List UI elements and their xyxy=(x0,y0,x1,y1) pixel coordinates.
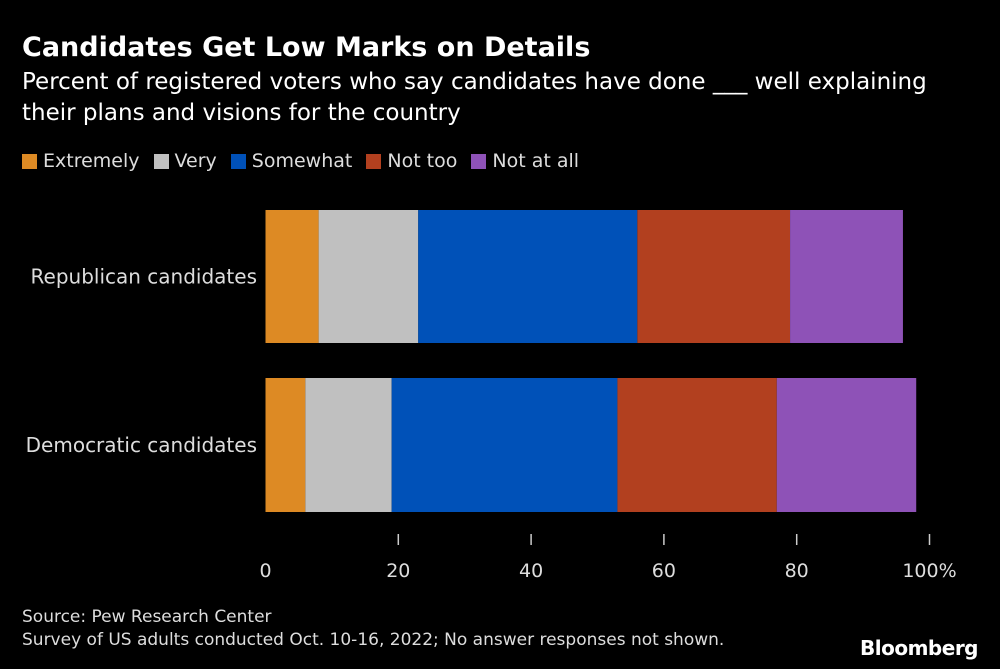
legend-item: Somewhat xyxy=(230,150,353,172)
x-tick-label: 0 xyxy=(259,560,271,582)
legend-label: Not too xyxy=(387,150,458,172)
legend-swatch xyxy=(471,153,487,169)
legend-item: Extremely xyxy=(22,150,140,172)
x-tick-label: 40 xyxy=(519,560,543,582)
legend-item: Not at all xyxy=(471,150,579,172)
bar-segment xyxy=(318,210,419,343)
bar-segment xyxy=(265,210,319,343)
legend-label: Extremely xyxy=(43,150,140,172)
bar-segment xyxy=(776,378,917,512)
bar-segment xyxy=(265,378,306,512)
bloomberg-logo: Bloomberg xyxy=(860,636,978,660)
bar-segment xyxy=(418,210,638,343)
survey-note: Survey of US adults conducted Oct. 10-16… xyxy=(22,630,725,650)
legend-item: Not too xyxy=(366,150,457,172)
bar-segment xyxy=(790,210,903,343)
legend-swatch xyxy=(230,153,246,169)
legend-swatch xyxy=(153,153,169,169)
bar-segment xyxy=(305,378,392,512)
category-label: Democratic candidates xyxy=(26,433,257,457)
legend-item: Very xyxy=(153,150,217,172)
x-tick-label: 60 xyxy=(652,560,676,582)
x-tick-label: 80 xyxy=(785,560,809,582)
footer: Source: Pew Research Center Survey of US… xyxy=(22,606,724,652)
source-note: Source: Pew Research Center xyxy=(22,607,272,627)
bar-segment xyxy=(391,378,618,512)
legend-label: Very xyxy=(174,150,217,172)
x-tick-label: 100% xyxy=(902,560,956,582)
legend-label: Not at all xyxy=(492,150,580,172)
bar-segment xyxy=(617,378,777,512)
legend-label: Somewhat xyxy=(251,150,353,172)
legend-swatch xyxy=(366,153,382,169)
legend: Extremely Very Somewhat Not too Not at all xyxy=(22,150,579,172)
bar-segment xyxy=(637,210,791,343)
legend-swatch xyxy=(22,153,37,169)
x-tick-label: 20 xyxy=(386,560,410,582)
chart-subtitle: Percent of registered voters who say can… xyxy=(22,69,927,126)
category-label: Republican candidates xyxy=(31,265,257,289)
chart-title: Candidates Get Low Marks on Details xyxy=(22,32,591,63)
